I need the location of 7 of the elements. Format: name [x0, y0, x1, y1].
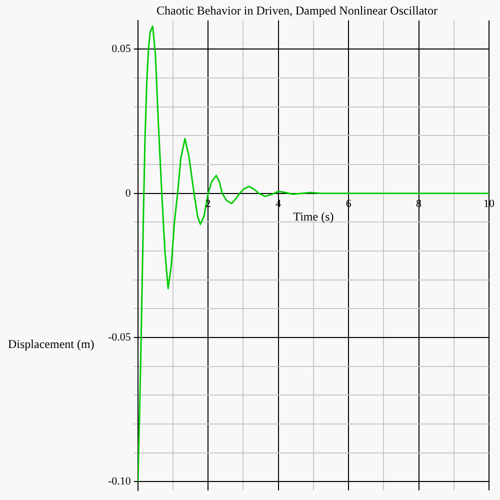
y-tick-label: 0.05	[112, 43, 132, 56]
y-tick-label: 0	[125, 187, 132, 200]
chart-title: Chaotic Behavior in Driven, Damped Nonlinear Oscillator	[156, 3, 438, 18]
y-tick-label: -0.05	[108, 331, 132, 344]
y-axis-title: Displacement (m)	[8, 336, 94, 351]
x-axis-title: Time (s)	[293, 210, 334, 224]
y-tick-label: -0.10	[108, 476, 132, 488]
